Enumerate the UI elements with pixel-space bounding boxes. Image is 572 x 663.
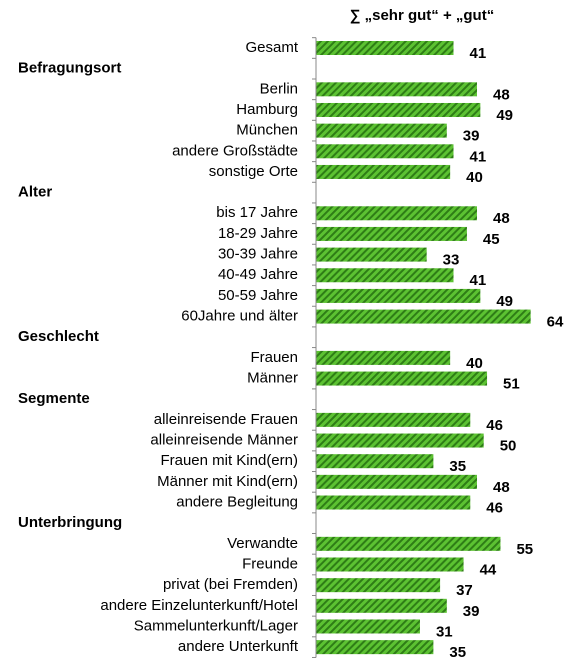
category-label: Verwandte (227, 535, 298, 552)
value-label: 55 (516, 541, 533, 558)
category-label: Männer mit Kind(ern) (157, 473, 298, 490)
value-label: 37 (456, 582, 473, 599)
category-label: andere Unterkunft (178, 638, 299, 655)
value-label: 48 (493, 86, 510, 103)
bar (316, 536, 501, 551)
value-label: 49 (496, 107, 513, 124)
value-label: 46 (486, 417, 503, 434)
value-label: 35 (449, 458, 466, 475)
value-label: 31 (436, 623, 453, 640)
bar (316, 82, 477, 97)
category-label: Hamburg (236, 101, 298, 118)
chart-title: ∑ „sehr gut“ + „gut“ (350, 7, 494, 24)
category-label: 30-39 Jahre (218, 246, 298, 263)
bar (316, 350, 451, 365)
bar (316, 309, 531, 324)
value-label: 44 (480, 561, 497, 578)
category-label: München (236, 122, 298, 139)
category-label: andere Großstädte (172, 142, 298, 159)
value-label: 51 (503, 376, 520, 393)
category-label: alleinreisende Männer (150, 432, 298, 449)
bar (316, 578, 441, 593)
category-label: Frauen (250, 349, 298, 366)
value-label: 35 (449, 644, 466, 658)
category-label: Männer (247, 370, 298, 387)
value-label: 39 (463, 603, 480, 620)
group-label: Befragungsort (18, 60, 121, 77)
category-label: Berlin (260, 80, 298, 97)
value-label: 40 (466, 169, 483, 186)
value-label: 50 (500, 438, 517, 455)
bar (316, 288, 481, 303)
bar (316, 144, 454, 159)
category-label: 18-29 Jahre (218, 225, 298, 242)
value-label: 48 (493, 210, 510, 227)
group-label: Unterbringung (18, 514, 122, 531)
bar (316, 474, 477, 489)
category-label: privat (bei Fremden) (163, 576, 298, 593)
group-label: Geschlecht (18, 328, 99, 345)
category-label: bis 17 Jahre (216, 204, 298, 221)
value-label: 41 (470, 148, 487, 165)
bar (316, 371, 488, 386)
value-label: 45 (483, 231, 500, 248)
value-label: 64 (547, 314, 564, 331)
group-label: Alter (18, 184, 52, 201)
bar (316, 164, 451, 179)
bar (316, 123, 447, 138)
category-label: Gesamt (245, 39, 298, 56)
category-label: Freunde (242, 555, 298, 572)
bar (316, 247, 427, 262)
value-label: 46 (486, 499, 503, 516)
value-label: 40 (466, 355, 483, 372)
bar (316, 495, 471, 510)
value-label: 49 (496, 293, 513, 310)
value-label: 41 (470, 45, 487, 62)
bar (316, 268, 454, 283)
bar (316, 206, 477, 221)
bar (316, 619, 420, 634)
category-label: alleinreisende Frauen (154, 411, 298, 428)
bar (316, 454, 434, 469)
value-label: 41 (470, 272, 487, 289)
category-label: 40-49 Jahre (218, 266, 298, 283)
category-label: sonstige Orte (209, 163, 298, 180)
group-label: Segmente (18, 390, 90, 407)
value-label: 33 (443, 252, 460, 269)
bar (316, 557, 464, 572)
bar (316, 433, 484, 448)
bar (316, 412, 471, 427)
category-label: andere Einzelunterkunft/Hotel (100, 597, 298, 614)
bar (316, 102, 481, 117)
value-label: 39 (463, 128, 480, 145)
bar (316, 226, 467, 241)
category-label: Sammelunterkunft/Lager (134, 617, 298, 634)
category-label: andere Begleitung (176, 493, 298, 510)
value-label: 48 (493, 479, 510, 496)
bar (316, 41, 454, 55)
category-label: 60Jahre und älter (181, 308, 298, 325)
bar (316, 640, 434, 655)
bar (316, 598, 447, 613)
category-label: Frauen mit Kind(ern) (160, 452, 298, 469)
category-label: 50-59 Jahre (218, 287, 298, 304)
